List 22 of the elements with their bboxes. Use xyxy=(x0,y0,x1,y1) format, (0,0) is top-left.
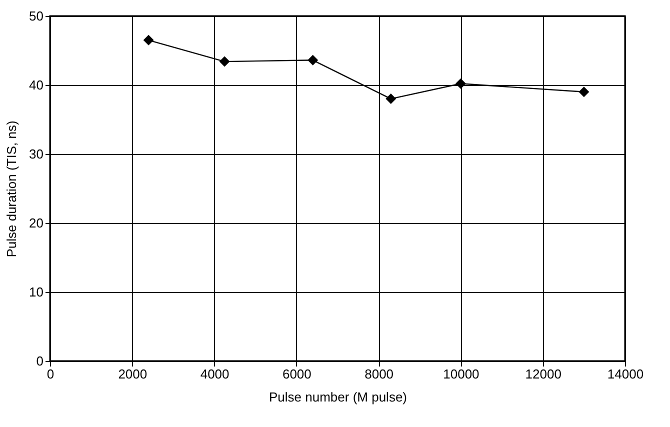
point xyxy=(308,54,318,66)
x-tick-label: 0 xyxy=(46,366,54,382)
y-tick-label: 20 xyxy=(29,216,44,230)
x-tick-label: 4000 xyxy=(200,366,230,382)
point xyxy=(578,86,590,98)
x-tick-label: 14000 xyxy=(607,366,644,382)
x-tick-label: 10000 xyxy=(443,366,480,382)
x-tick-label: 12000 xyxy=(525,366,562,382)
y-tick-label: 30 xyxy=(29,146,44,162)
point xyxy=(455,78,466,89)
point xyxy=(386,94,396,104)
y-axis-title: Pulse duration (TIS, ns) xyxy=(4,120,20,258)
y-tick-label: 50 xyxy=(29,8,44,24)
point xyxy=(143,34,154,46)
x-axis-title: Pulse number (M pulse) xyxy=(269,390,407,404)
point xyxy=(219,56,230,67)
y-tick-label: 10 xyxy=(29,284,44,300)
y-tick-label: 0 xyxy=(36,354,44,368)
x-tick-label: 2000 xyxy=(118,366,148,382)
x-tick-label: 8000 xyxy=(364,366,394,382)
x-tick-label: 6000 xyxy=(282,366,312,382)
y-tick-label: 40 xyxy=(29,78,44,92)
